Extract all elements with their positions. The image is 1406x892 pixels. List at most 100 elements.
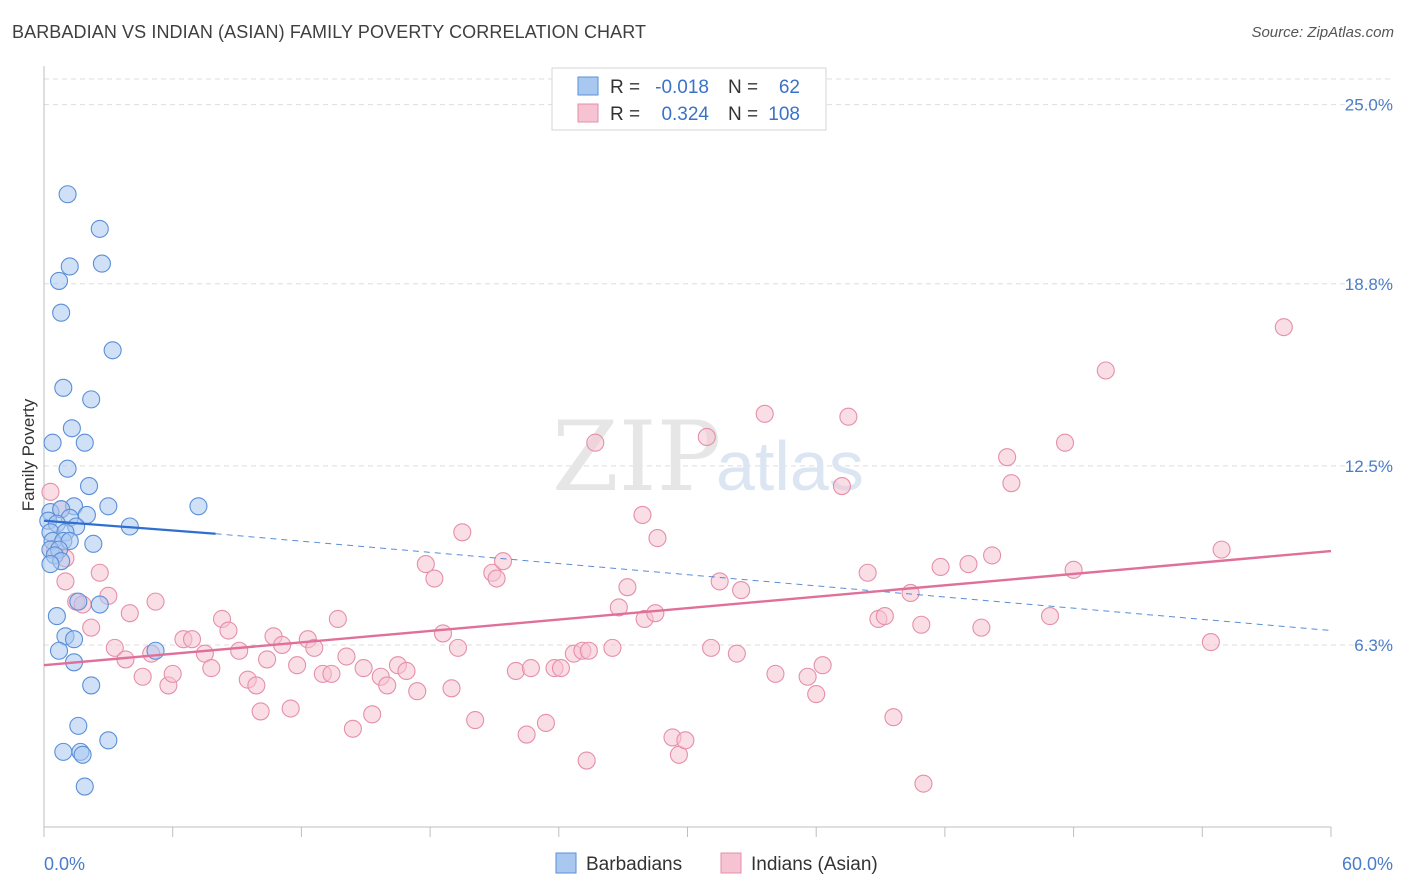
- bottom-legend-label-indians: Indians (Asian): [751, 854, 878, 875]
- barbadian-point: [75, 433, 94, 452]
- indian-point: [442, 679, 461, 698]
- indian-point: [466, 711, 485, 730]
- legend-n-label: N =: [728, 104, 758, 125]
- indian-point: [328, 609, 347, 629]
- indian-point: [798, 667, 817, 686]
- legend-box: R = -0.018 N = 62 R = 0.324 N = 108: [551, 67, 827, 131]
- barbadian-point: [84, 534, 103, 553]
- indian-point: [959, 555, 978, 574]
- barbadian-trend-extension: [215, 533, 1332, 632]
- indian-point: [551, 659, 570, 678]
- legend-r-label: R =: [610, 104, 640, 125]
- barbadian-trend-line: [43, 519, 216, 535]
- x-tick-label: 60.0%: [1342, 854, 1393, 874]
- indian-point: [433, 624, 453, 643]
- indian-point: [56, 572, 75, 591]
- barbadian-point: [47, 607, 66, 626]
- indian-point: [912, 615, 931, 634]
- barbadian-point: [90, 595, 109, 614]
- y-tick-labels: 6.3% 12.5% 18.8% 25.0%: [1345, 96, 1393, 655]
- indian-point: [998, 448, 1017, 467]
- indian-point: [1064, 560, 1083, 579]
- indian-point: [258, 650, 277, 669]
- data-points: [39, 185, 1293, 796]
- indian-point: [586, 433, 605, 452]
- legend-swatch-barbadians: [577, 76, 599, 96]
- barbadian-point: [60, 257, 79, 276]
- barbadian-point: [69, 592, 88, 611]
- indian-trend-line: [43, 549, 1332, 667]
- indian-point: [697, 427, 716, 446]
- indian-point: [858, 563, 877, 582]
- watermark: ZIP atlas: [552, 401, 864, 513]
- indian-point: [343, 719, 362, 738]
- indian-point: [397, 661, 416, 681]
- legend-r-value: 0.324: [661, 104, 709, 125]
- indian-point: [182, 630, 202, 649]
- barbadian-point: [99, 497, 118, 516]
- indian-point: [408, 682, 427, 701]
- legend-r-value: -0.018: [655, 77, 709, 98]
- x-tick-label: 0.0%: [44, 854, 85, 874]
- bottom-legend-swatch-indians: [720, 852, 742, 874]
- indian-point: [247, 676, 266, 695]
- indian-point: [648, 529, 667, 548]
- barbadian-point: [82, 390, 101, 409]
- barbadian-point: [64, 630, 84, 649]
- barbadian-point: [52, 303, 71, 322]
- indian-point: [633, 505, 652, 525]
- barbadian-point: [58, 459, 77, 478]
- barbadian-point: [82, 676, 101, 695]
- indian-point: [517, 725, 536, 744]
- y-axis-title: Family Poverty: [19, 398, 38, 511]
- indian-point: [1055, 433, 1075, 452]
- bottom-legend-swatch-barbadians: [555, 852, 577, 874]
- barbadian-point: [75, 777, 94, 796]
- indian-point: [487, 569, 506, 588]
- watermark-zip: ZIP: [552, 401, 721, 513]
- legend-r-label: R =: [610, 77, 640, 98]
- indian-point: [521, 659, 540, 678]
- barbadian-point: [103, 341, 122, 360]
- y-tick-label: 6.3%: [1354, 636, 1393, 655]
- barbadian-point: [54, 378, 73, 397]
- indian-point: [378, 676, 397, 695]
- legend-n-value: 108: [768, 104, 800, 125]
- indian-point: [163, 664, 182, 683]
- indian-point: [425, 569, 444, 588]
- indian-point: [603, 638, 622, 657]
- indian-point: [1002, 474, 1021, 493]
- indian-point: [493, 552, 513, 571]
- chart-title: BARBADIAN VS INDIAN (ASIAN) FAMILY POVER…: [12, 22, 647, 42]
- indian-point: [230, 641, 249, 660]
- indian-point: [618, 578, 637, 597]
- indian-point: [120, 604, 139, 623]
- indian-point: [202, 659, 221, 678]
- indian-point: [305, 638, 324, 657]
- bottom-legend: Barbadians Indians (Asian): [555, 852, 878, 875]
- y-tick-label: 25.0%: [1345, 96, 1393, 115]
- barbadian-point: [54, 742, 73, 761]
- indian-point: [105, 638, 124, 657]
- barbadian-point: [79, 477, 99, 496]
- source-label: Source: ZipAtlas.com: [1251, 24, 1394, 41]
- indian-point: [914, 774, 933, 793]
- indian-point: [453, 523, 472, 542]
- indian-point: [727, 644, 746, 663]
- indian-point: [884, 708, 903, 727]
- indian-point: [416, 555, 435, 574]
- indian-point: [1201, 633, 1220, 652]
- barbadian-point: [43, 433, 62, 452]
- indian-point: [755, 404, 774, 423]
- indian-point: [931, 557, 950, 577]
- barbadian-point: [90, 219, 109, 238]
- x-tick-labels: 0.0% 60.0%: [44, 854, 1393, 874]
- indian-point: [702, 638, 721, 657]
- y-tick-label: 12.5%: [1345, 457, 1393, 476]
- indian-point: [219, 621, 238, 640]
- indian-point: [983, 546, 1002, 565]
- barbadian-point: [189, 497, 208, 516]
- barbadian-point: [49, 271, 69, 290]
- indian-point: [133, 667, 152, 686]
- legend-swatch-indians: [577, 103, 599, 123]
